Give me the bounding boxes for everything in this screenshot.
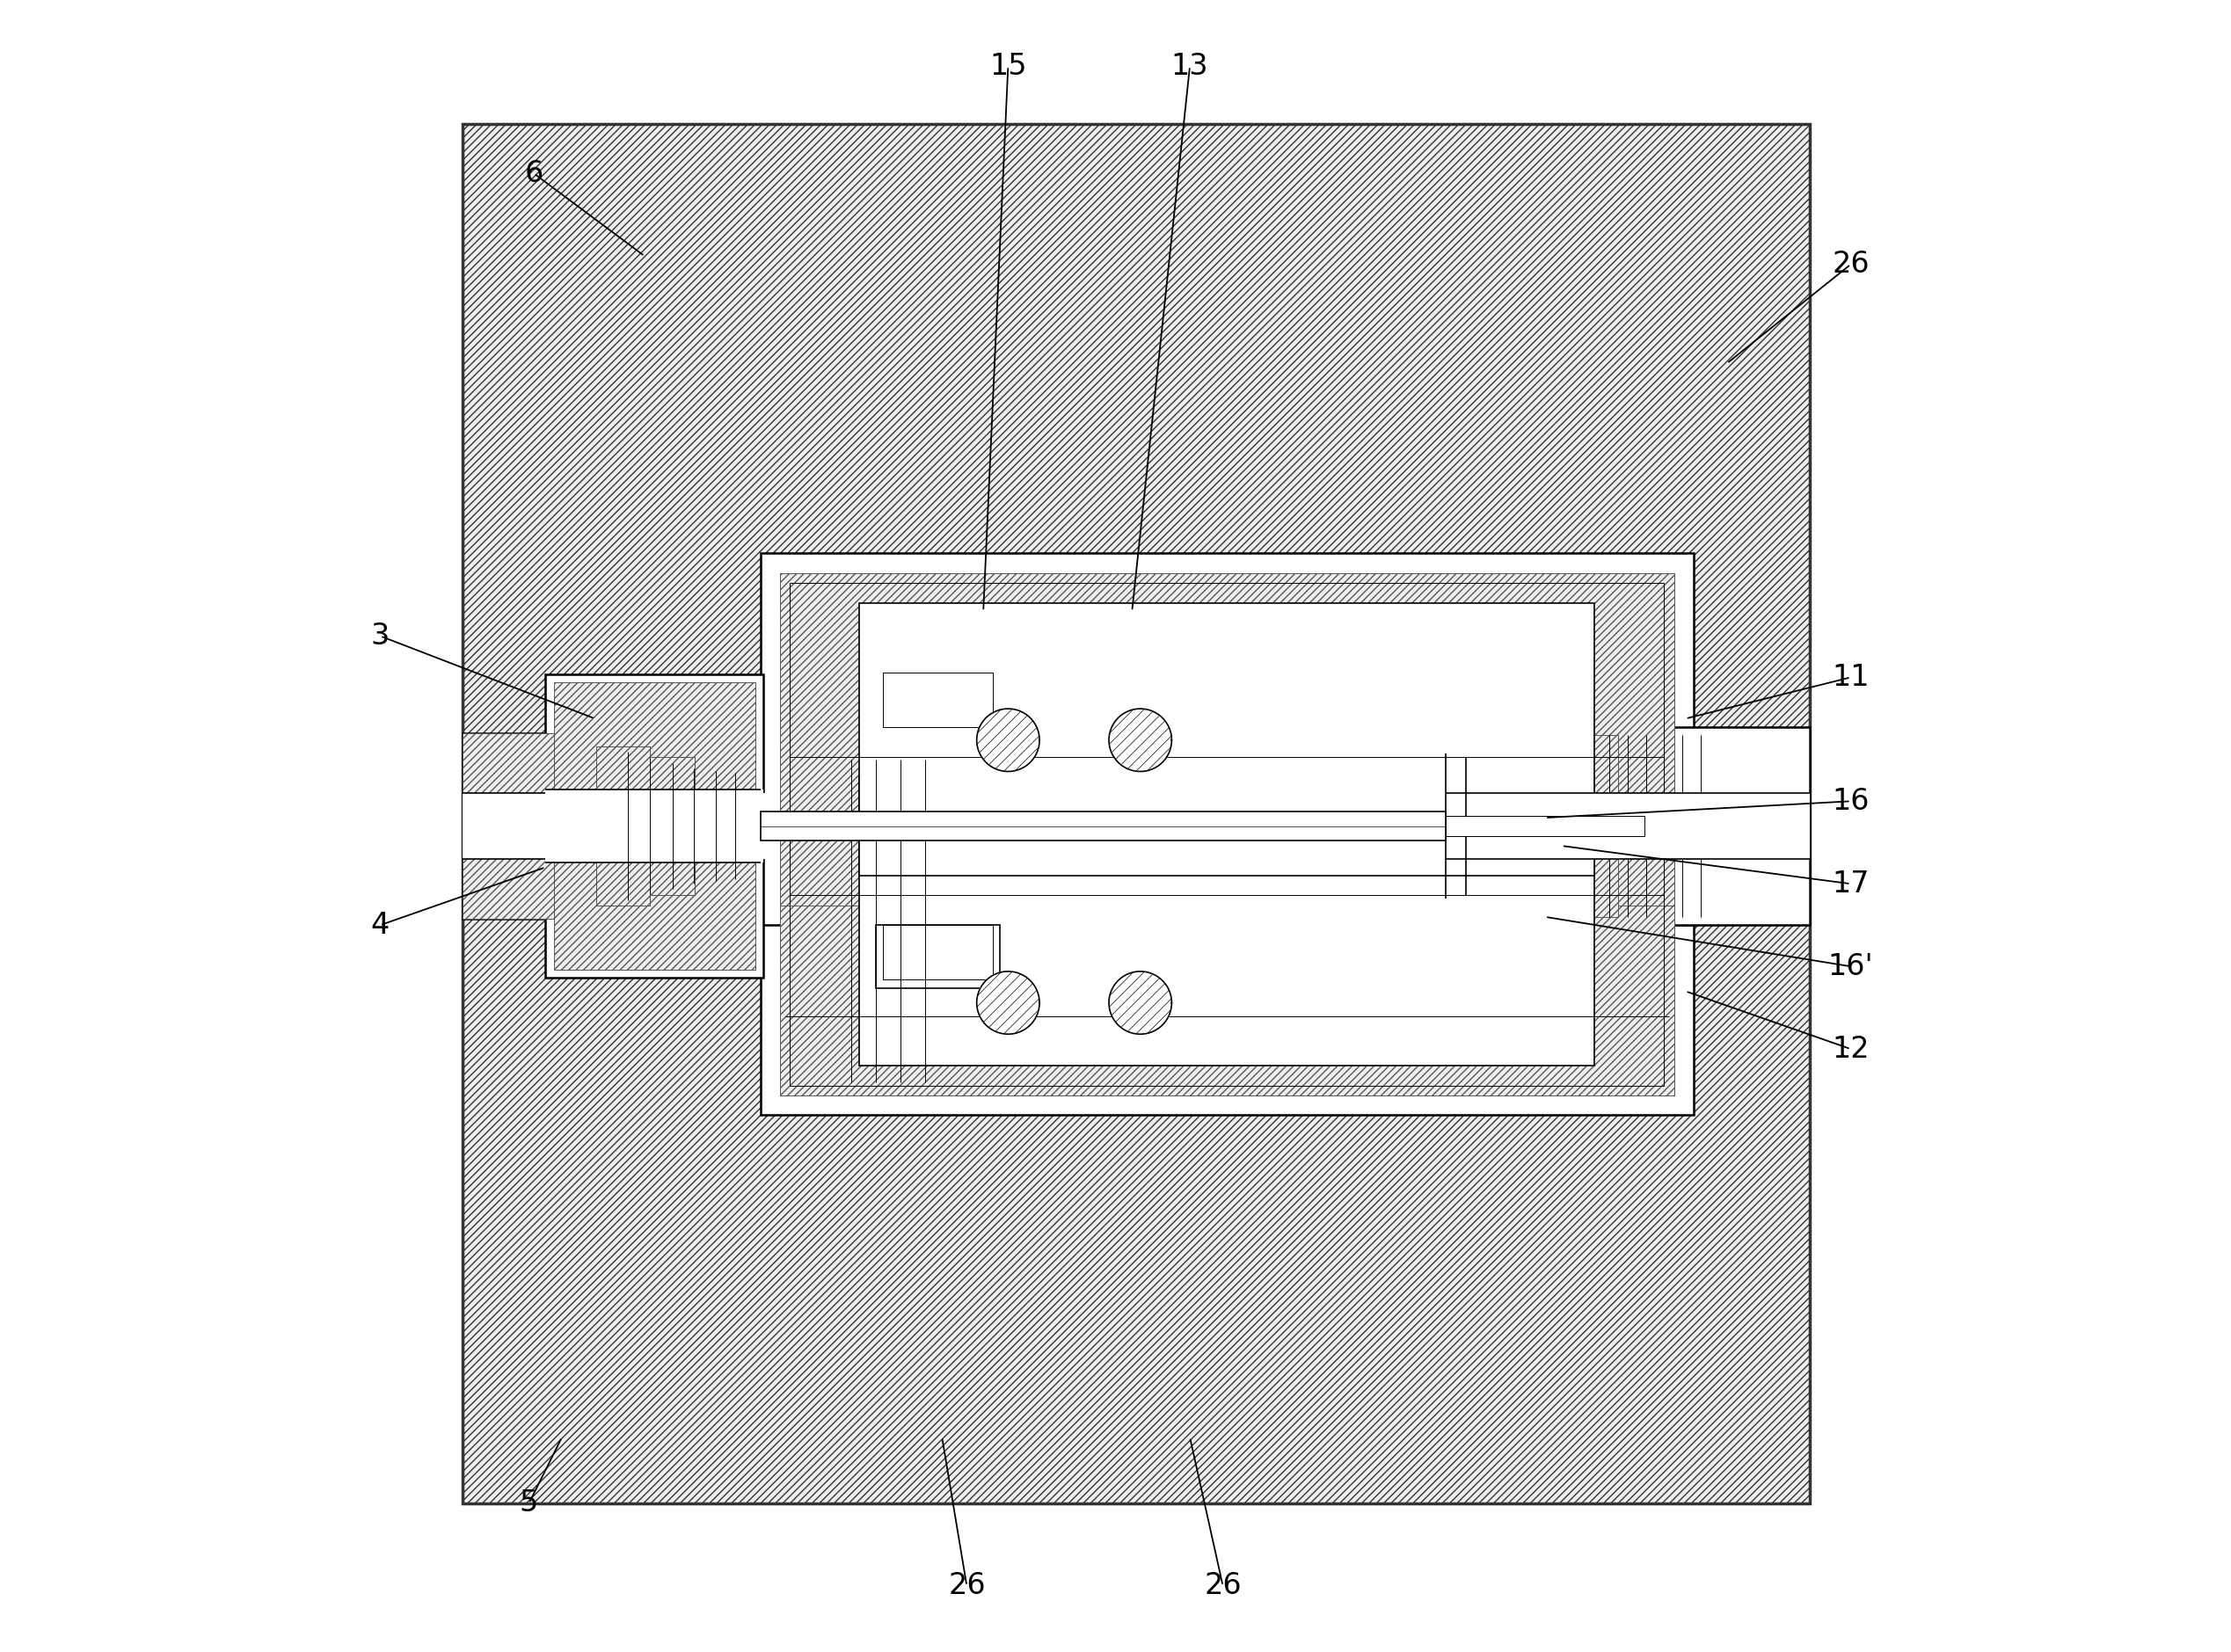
Bar	[462, 733, 596, 919]
Bar	[781, 747, 1673, 1095]
Text: 5: 5	[520, 1488, 538, 1518]
Bar	[596, 747, 649, 905]
Bar	[859, 603, 1595, 876]
Text: 16': 16'	[1827, 952, 1874, 981]
Bar	[877, 925, 999, 988]
Bar	[1446, 793, 1809, 859]
Text: 17: 17	[1832, 869, 1870, 899]
Text: 13: 13	[1171, 51, 1209, 81]
Polygon shape	[1109, 709, 1171, 771]
Text: 11: 11	[1832, 662, 1870, 692]
Bar	[1446, 727, 1809, 925]
Bar	[761, 553, 1693, 925]
Text: 3: 3	[370, 621, 390, 651]
Text: 6: 6	[524, 159, 542, 188]
Text: 12: 12	[1832, 1034, 1870, 1064]
Bar	[1446, 816, 1644, 836]
Bar	[883, 672, 993, 727]
Bar	[596, 747, 649, 905]
Bar	[462, 753, 1809, 899]
Bar	[462, 733, 761, 919]
Bar	[761, 727, 1693, 1115]
Bar	[553, 682, 756, 970]
Bar	[877, 664, 999, 727]
Bar	[544, 790, 763, 862]
Bar	[790, 757, 1664, 1085]
Bar	[462, 124, 1809, 1503]
Text: 4: 4	[370, 910, 390, 940]
Bar	[462, 793, 767, 859]
Bar	[781, 573, 1673, 905]
Text: 26: 26	[948, 1571, 986, 1601]
Bar	[859, 776, 1595, 1066]
Polygon shape	[977, 709, 1040, 771]
Bar	[790, 583, 1664, 895]
Polygon shape	[977, 971, 1040, 1034]
Bar	[1455, 735, 1617, 917]
Text: 26: 26	[1205, 1571, 1243, 1601]
Text: 26: 26	[1832, 249, 1870, 279]
Bar	[649, 757, 694, 895]
Text: 15: 15	[988, 51, 1026, 81]
Bar	[544, 674, 763, 978]
Text: 16: 16	[1832, 786, 1870, 816]
Bar	[649, 757, 694, 895]
Bar	[761, 811, 1446, 841]
Polygon shape	[1109, 971, 1171, 1034]
Bar	[883, 925, 993, 980]
